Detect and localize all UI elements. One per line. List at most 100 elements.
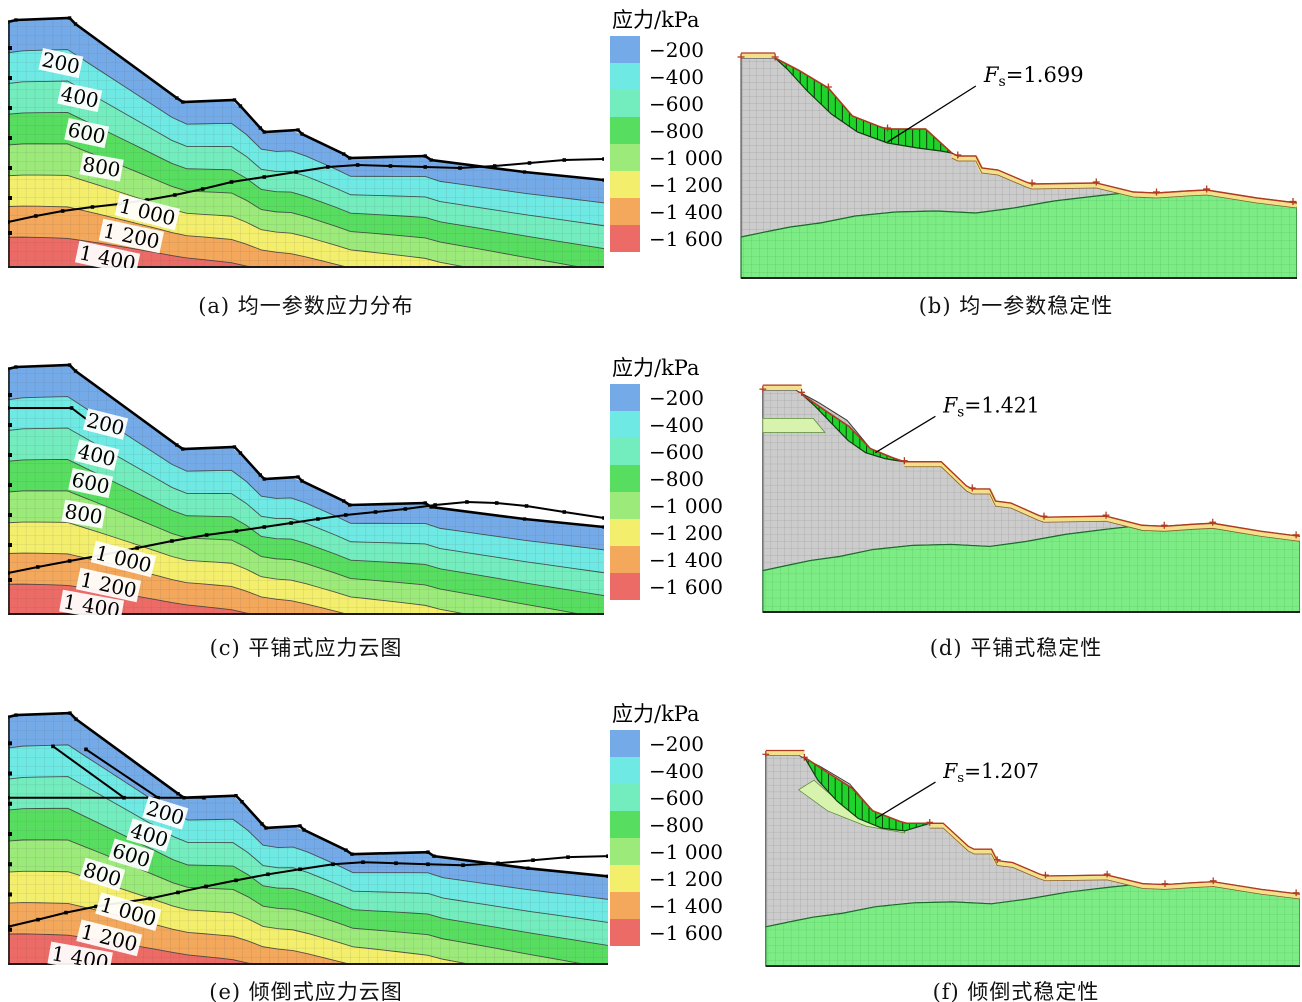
structure-node bbox=[8, 795, 10, 800]
ground-surface-line bbox=[951, 152, 1297, 204]
stability-panel-f: Fs=1.207 bbox=[762, 749, 1300, 968]
surface-node bbox=[264, 826, 268, 830]
surface-node bbox=[175, 96, 179, 100]
surface-node bbox=[342, 499, 346, 503]
interface-node bbox=[394, 861, 398, 866]
legend-swatch bbox=[610, 198, 640, 225]
boundary-node bbox=[8, 862, 12, 867]
interface-node bbox=[298, 867, 302, 872]
legend-swatch bbox=[610, 117, 640, 144]
contour-label-bg bbox=[79, 152, 124, 182]
surface-node bbox=[432, 854, 436, 858]
interface-node bbox=[266, 872, 270, 877]
interface-node bbox=[524, 504, 529, 508]
contour-label-bg bbox=[126, 818, 173, 852]
legend-label: −200 bbox=[649, 385, 704, 410]
contour-label-bg bbox=[90, 540, 157, 578]
surface-weak-band bbox=[904, 461, 1300, 542]
surface-node bbox=[234, 793, 238, 798]
surface-node bbox=[298, 824, 302, 828]
surface-node bbox=[14, 713, 18, 717]
interface-node bbox=[34, 214, 38, 218]
surface-node bbox=[8, 715, 10, 719]
interface-node bbox=[135, 546, 139, 550]
legend-swatch bbox=[610, 144, 640, 171]
interface-node bbox=[566, 855, 570, 859]
interface-node bbox=[262, 175, 267, 179]
boundary-node bbox=[8, 578, 12, 582]
contour-line bbox=[8, 236, 604, 268]
interface-node bbox=[433, 503, 437, 507]
structure-line bbox=[52, 745, 125, 799]
surface-node bbox=[342, 152, 346, 156]
contour-line bbox=[8, 174, 604, 268]
legend-label: −1 000 bbox=[649, 839, 724, 864]
boundary-node bbox=[8, 927, 12, 932]
legend-swatch bbox=[610, 519, 640, 546]
interface-node bbox=[8, 220, 10, 224]
surface-node bbox=[344, 848, 348, 852]
fs-leader-line bbox=[875, 781, 936, 820]
legend-entry: −1 400 bbox=[610, 892, 723, 919]
legend-label: −1 000 bbox=[649, 145, 724, 170]
boundary-node bbox=[8, 136, 12, 140]
structure-node bbox=[156, 795, 160, 800]
contour-line bbox=[8, 49, 604, 204]
legend-rows: −200 −400 −600 −800 −1 000 −1 200 −1 400 −1 600 bbox=[610, 384, 723, 600]
surface-node bbox=[296, 128, 300, 132]
legend-entry: −1 600 bbox=[610, 919, 723, 946]
contour-label-bg bbox=[108, 838, 155, 872]
boundary-node bbox=[8, 453, 12, 457]
contour-line bbox=[8, 205, 604, 268]
surface-node bbox=[429, 505, 433, 509]
surface-node bbox=[232, 98, 237, 102]
surface-node bbox=[67, 363, 72, 367]
contour-label-bg bbox=[74, 439, 120, 471]
weak-band-base-line bbox=[904, 466, 1300, 542]
legend-entry: −800 bbox=[610, 117, 723, 144]
legend-label: −1 600 bbox=[649, 920, 724, 945]
contour-label-bg bbox=[47, 941, 113, 965]
legend-entry: −600 bbox=[610, 438, 723, 465]
contour-label-bg bbox=[82, 408, 129, 440]
surface-node bbox=[68, 711, 72, 715]
fs-annotation: Fs=1.421 bbox=[942, 393, 1039, 420]
boundary-node bbox=[8, 46, 12, 50]
interface-node bbox=[531, 858, 535, 863]
interface-node bbox=[373, 510, 378, 514]
legend-swatch bbox=[610, 546, 640, 573]
structure-node bbox=[84, 747, 88, 752]
mass-top-line bbox=[803, 756, 930, 825]
surface-node bbox=[258, 473, 262, 477]
legend-title: 应力/kPa bbox=[612, 356, 700, 380]
surface-node bbox=[73, 22, 78, 26]
legend-entry: −1 200 bbox=[610, 519, 723, 546]
legend-label: −1 600 bbox=[649, 226, 724, 251]
surface-node bbox=[74, 717, 78, 721]
interface-node bbox=[562, 510, 567, 514]
stability-panel-d: Fs=1.421 bbox=[759, 384, 1300, 613]
legend-swatch bbox=[610, 573, 640, 600]
boundary-node bbox=[8, 771, 12, 776]
surface-weak-band bbox=[950, 153, 1297, 208]
surface-node bbox=[429, 158, 433, 162]
boundary-node bbox=[8, 801, 12, 806]
surface-node bbox=[67, 16, 72, 20]
legend-label: −200 bbox=[649, 37, 704, 62]
legend-entry: −1 200 bbox=[610, 865, 723, 892]
interface-node bbox=[64, 910, 68, 915]
surface-node bbox=[300, 132, 304, 136]
legend-entry: −400 bbox=[610, 757, 723, 784]
surface-node bbox=[296, 475, 300, 479]
legend-swatch bbox=[610, 36, 640, 63]
contour-label-bg bbox=[59, 589, 125, 615]
caption-b: (b) 均一参数稳定性 bbox=[918, 294, 1114, 318]
surface-node bbox=[232, 445, 237, 449]
caption-a: (a) 均一参数应力分布 bbox=[198, 294, 414, 318]
contour-line bbox=[8, 744, 608, 900]
legend-swatch bbox=[610, 63, 640, 90]
surface-node bbox=[348, 156, 352, 160]
boundary-node bbox=[8, 741, 12, 746]
boundary-node bbox=[8, 423, 12, 427]
